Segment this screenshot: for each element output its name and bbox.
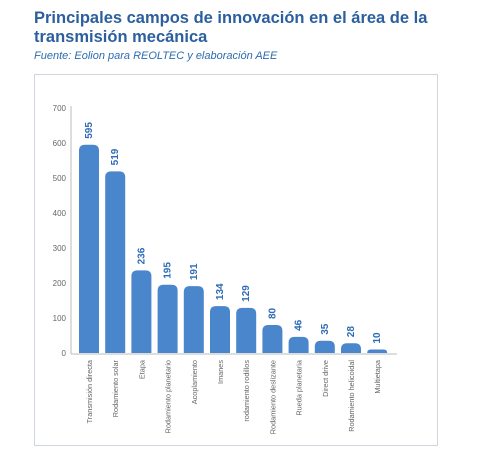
category-label: Multietapa	[373, 359, 382, 394]
bar	[105, 171, 126, 353]
value-label: 195	[163, 262, 174, 279]
y-tick-label: 400	[53, 209, 67, 218]
category-label: Rodamiento helicoidal	[347, 360, 356, 432]
x-tick-labels: Transmisión directa Rodamiento solar Etapa…	[85, 359, 382, 434]
chart-title: Principales campos de innovación en el á…	[34, 9, 428, 46]
bar	[79, 144, 99, 353]
y-tick-label: 700	[53, 104, 67, 113]
value-label: 10	[372, 332, 383, 344]
value-label: 191	[189, 263, 200, 280]
category-label: rodamiento rodillos	[242, 360, 251, 422]
value-label: 129	[241, 285, 252, 302]
value-label: 595	[84, 122, 95, 139]
category-label: Direct drive	[321, 360, 330, 397]
bar	[341, 343, 361, 353]
y-tick-label: 300	[53, 244, 67, 253]
category-label: Etapa	[137, 359, 146, 379]
category-label: Rodamiento planetario	[164, 360, 173, 433]
bar	[367, 349, 388, 353]
value-label: 80	[267, 307, 278, 319]
value-label: 134	[215, 283, 226, 300]
chart-subtitle: Fuente: Eolion para REOLTEC y elaboració…	[34, 50, 278, 62]
category-label: Imanes	[216, 360, 225, 384]
bar	[210, 306, 230, 353]
bar	[157, 284, 178, 353]
chart-panel	[34, 74, 438, 446]
bar	[262, 325, 283, 353]
value-labels: 595 519 236 195 191 134 129 80 46 35 28 10	[84, 122, 383, 344]
bar	[183, 286, 204, 353]
y-tick-label: 100	[53, 314, 67, 323]
y-tick-label: 600	[53, 139, 67, 148]
bars	[79, 144, 388, 353]
bar	[288, 336, 309, 353]
bar	[131, 270, 152, 353]
value-label: 519	[110, 148, 121, 165]
category-label: Rodamiento deslizante	[268, 360, 277, 434]
y-tick-labels: 0 100 200 300 400 500 600 700	[53, 104, 67, 358]
category-label: Rueda planetaria	[295, 359, 304, 416]
category-label: Acoplamiento	[190, 360, 199, 404]
value-label: 46	[294, 319, 305, 331]
category-label: Rodamiento solar	[111, 359, 120, 417]
value-label: 28	[346, 326, 357, 338]
y-tick-label: 0	[62, 349, 67, 358]
value-label: 35	[320, 323, 331, 335]
category-label: Transmisión directa	[85, 359, 94, 423]
bar	[236, 307, 257, 353]
value-label: 236	[136, 247, 147, 264]
y-tick-label: 200	[53, 279, 67, 288]
bar	[314, 340, 335, 353]
y-tick-label: 500	[53, 174, 67, 183]
